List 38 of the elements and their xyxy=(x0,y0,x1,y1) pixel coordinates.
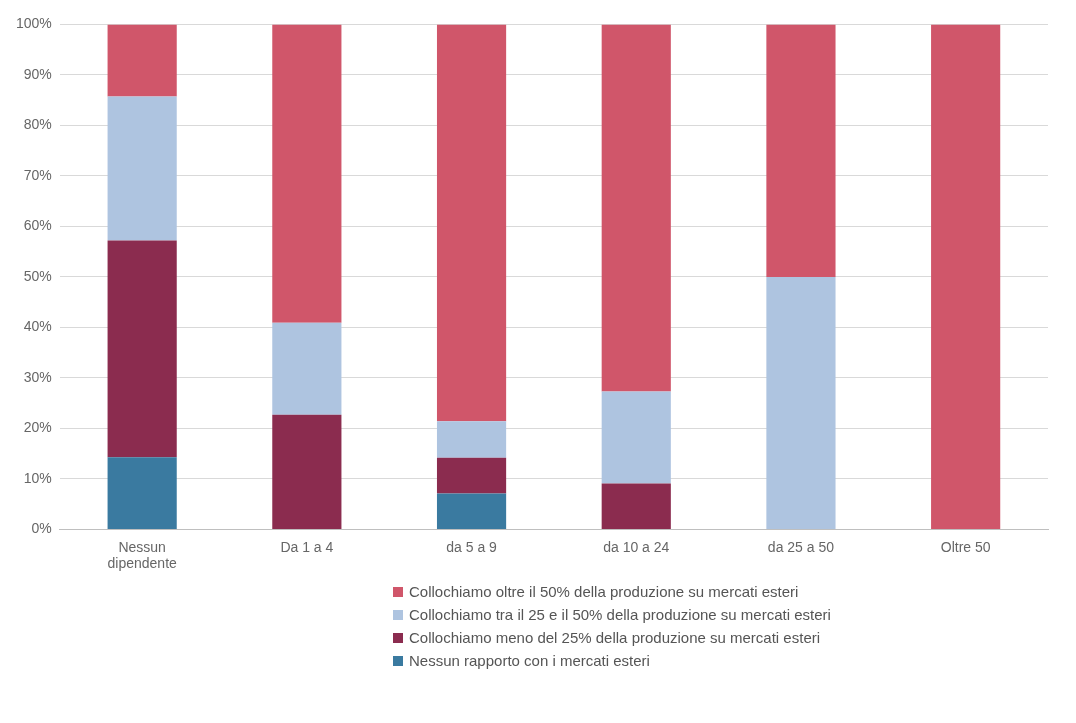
x-tick-label: Da 1 a 4 xyxy=(280,538,334,555)
y-tick-label: 0% xyxy=(31,520,52,537)
bar xyxy=(107,457,177,529)
bar xyxy=(436,24,507,422)
y-tick-label: 80% xyxy=(23,116,52,133)
x-tick-label: Nessun dipendente xyxy=(107,538,178,572)
bar xyxy=(436,421,507,458)
legend-label: Collochiamo tra il 25 e il 50% della produzione su mercati esteri xyxy=(409,606,831,623)
y-tick-label: 10% xyxy=(23,469,52,486)
y-tick-label: 60% xyxy=(23,217,52,234)
bar xyxy=(436,457,507,494)
bar xyxy=(601,391,671,484)
bar xyxy=(436,493,507,529)
bar xyxy=(601,483,671,529)
y-tick-label: 70% xyxy=(23,166,52,183)
legend-label: Collochiamo meno del 25% della produzione su mercati esteri xyxy=(409,629,821,646)
bar xyxy=(107,240,177,458)
y-tick-label: 20% xyxy=(23,419,52,436)
bar xyxy=(272,24,342,323)
y-tick-label: 40% xyxy=(23,318,52,335)
bar xyxy=(601,24,671,392)
bar xyxy=(766,24,836,277)
y-tick-label: 90% xyxy=(23,65,52,82)
y-tick-label: 30% xyxy=(23,368,52,385)
y-tick-label: 100% xyxy=(15,15,52,32)
bar xyxy=(272,414,342,529)
x-tick-label: da 10 a 24 xyxy=(603,538,670,555)
bar xyxy=(766,276,836,529)
x-tick-label: da 5 a 9 xyxy=(446,538,498,555)
x-tick-label: da 25 a 50 xyxy=(767,538,835,555)
y-tick-label: 50% xyxy=(23,267,52,284)
bar xyxy=(107,96,177,241)
bar xyxy=(272,322,342,415)
legend-label: Nessun rapporto con i mercati esteri xyxy=(409,652,650,669)
x-tick-label: Oltre 50 xyxy=(940,538,991,555)
bar xyxy=(107,24,177,97)
legend-label: Collochiamo oltre il 50% della produzione su mercati esteri xyxy=(409,583,799,600)
bar xyxy=(931,24,1001,529)
